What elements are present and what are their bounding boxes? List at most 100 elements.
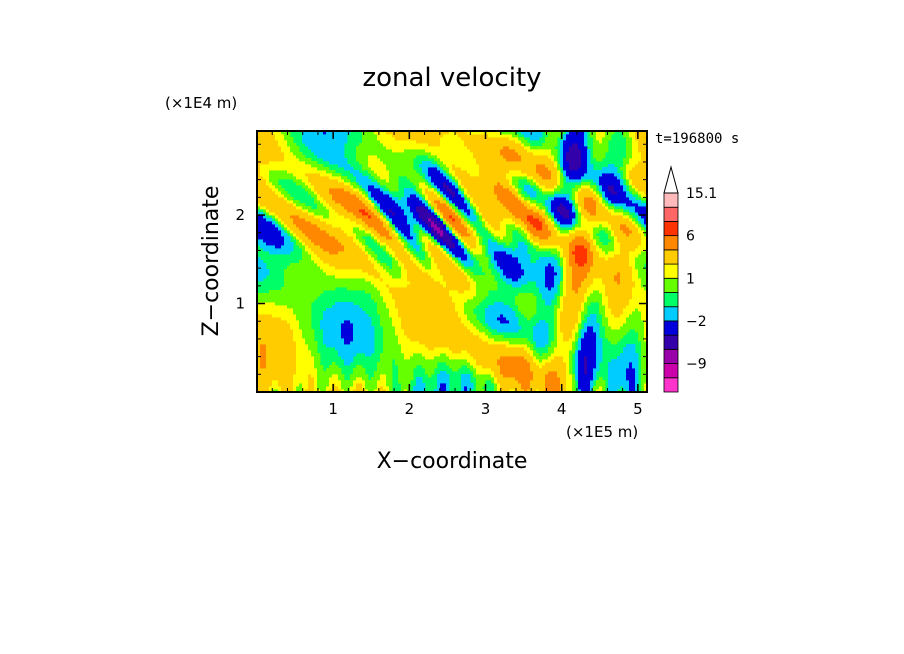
field-cell (398, 332, 402, 336)
field-cell (476, 290, 480, 294)
field-cell (635, 353, 639, 357)
field-cell (518, 260, 522, 264)
field-cell (542, 332, 546, 336)
field-cell (452, 347, 456, 351)
field-cell (281, 380, 285, 384)
field-cell (263, 326, 267, 330)
field-cell (605, 266, 609, 270)
field-cell (635, 320, 639, 324)
field-cell (437, 281, 441, 285)
field-cell (470, 293, 474, 297)
field-cell (476, 335, 480, 339)
field-cell (353, 389, 357, 392)
field-cell (308, 251, 312, 255)
field-cell (557, 374, 561, 378)
field-cell (302, 353, 306, 357)
field-cell (542, 284, 546, 288)
field-cell (362, 347, 366, 351)
field-cell (629, 320, 633, 324)
field-cell (494, 380, 498, 384)
field-cell (611, 362, 615, 366)
field-cell (485, 287, 489, 291)
field-cell (581, 389, 585, 392)
field-cell (563, 269, 567, 273)
field-cell (281, 344, 285, 348)
field-cell (596, 272, 600, 276)
field-cell (443, 293, 447, 297)
field-cell (419, 311, 423, 315)
field-cell (269, 350, 273, 354)
field-cell (332, 323, 336, 327)
field-cell (353, 287, 357, 291)
field-cell (419, 383, 423, 387)
field-cell (545, 341, 549, 345)
field-cell (299, 320, 303, 324)
field-cell (350, 347, 354, 351)
field-cell (422, 332, 426, 336)
field-cell (341, 335, 345, 339)
field-cell (536, 353, 540, 357)
field-cell (593, 278, 597, 282)
field-cell (560, 257, 564, 261)
field-cell (551, 293, 555, 297)
field-cell (458, 344, 462, 348)
field-cell (470, 335, 474, 339)
field-cell (269, 368, 273, 372)
field-cell (512, 353, 516, 357)
field-cell (440, 314, 444, 318)
field-cell (569, 365, 573, 369)
field-cell (422, 329, 426, 333)
field-cell (467, 389, 471, 392)
field-cell (407, 308, 411, 312)
field-cell (560, 308, 564, 312)
field-cell (602, 272, 606, 276)
field-cell (386, 329, 390, 333)
field-cell (287, 365, 291, 369)
field-cell (461, 380, 465, 384)
field-cell (572, 332, 576, 336)
field-cell (485, 350, 489, 354)
field-cell (407, 272, 411, 276)
field-cell (596, 338, 600, 342)
field-cell (644, 362, 647, 366)
field-cell (386, 251, 390, 255)
field-cell (383, 302, 387, 306)
field-cell (392, 296, 396, 300)
field-cell (563, 329, 567, 333)
field-cell (302, 344, 306, 348)
field-cell (446, 326, 450, 330)
field-cell (473, 305, 477, 309)
field-cell (344, 344, 348, 348)
field-cell (548, 359, 552, 363)
field-cell (398, 302, 402, 306)
field-cell (371, 326, 375, 330)
field-cell (617, 257, 621, 261)
field-cell (290, 350, 294, 354)
field-cell (527, 269, 531, 273)
field-cell (554, 386, 558, 390)
field-cell (425, 260, 429, 264)
field-cell (377, 293, 381, 297)
field-cell (386, 344, 390, 348)
field-cell (284, 299, 288, 303)
field-cell (362, 344, 366, 348)
field-cell (554, 377, 558, 381)
field-cell (503, 353, 507, 357)
field-cell (401, 293, 405, 297)
field-cell (557, 365, 561, 369)
field-cell (473, 341, 477, 345)
field-cell (431, 365, 435, 369)
field-cell (641, 320, 645, 324)
field-cell (590, 383, 594, 387)
field-cell (425, 347, 429, 351)
field-cell (257, 272, 261, 276)
field-cell (488, 284, 492, 288)
field-cell (596, 383, 600, 387)
field-cell (629, 374, 633, 378)
field-cell (545, 332, 549, 336)
field-cell (596, 269, 600, 273)
field-cell (305, 287, 309, 291)
field-cell (323, 275, 327, 279)
field-cell (293, 374, 297, 378)
field-cell (515, 257, 519, 261)
